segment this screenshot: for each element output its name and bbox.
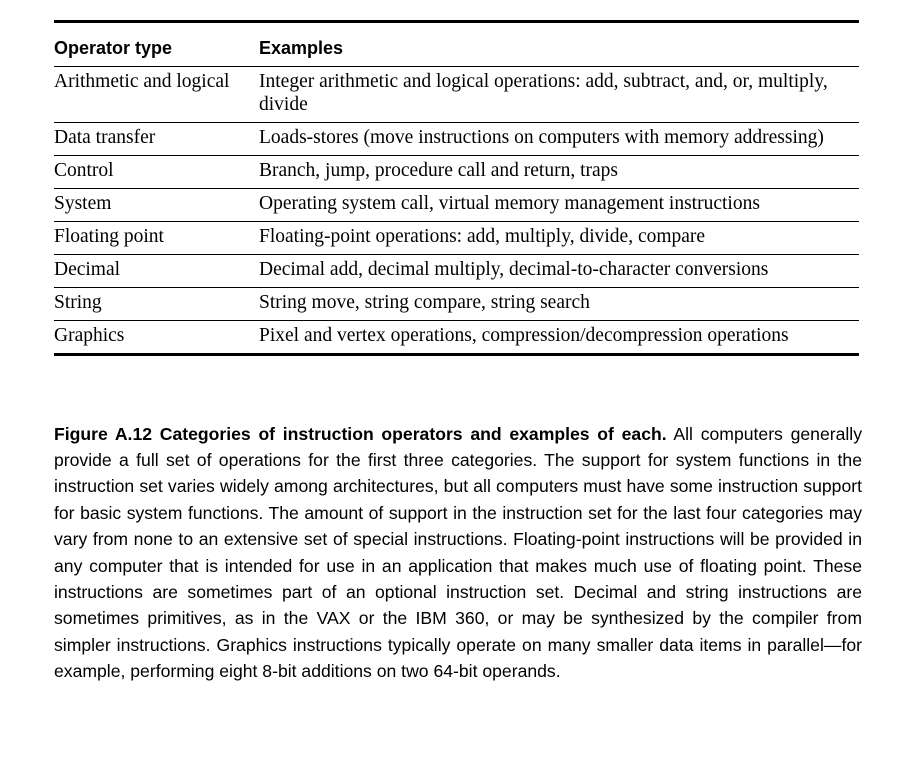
operator-table-container: Operator type Examples Arithmetic and lo… (54, 20, 859, 356)
figure-caption: Figure A.12 Categories of instruction op… (54, 421, 862, 685)
operator-type-cell: Control (54, 160, 114, 181)
table-row: Decimal Decimal add, decimal multiply, d… (54, 254, 859, 288)
table-row: Data transfer Loads-stores (move instruc… (54, 122, 859, 156)
table-header-row: Operator type Examples (54, 21, 859, 67)
operator-type-cell: Floating point (54, 226, 164, 247)
examples-cell: Branch, jump, procedure call and return,… (259, 160, 618, 181)
table-row: String String move, string compare, stri… (54, 287, 859, 321)
examples-cell: Operating system call, virtual memory ma… (259, 193, 760, 214)
operator-type-cell: Data transfer (54, 127, 156, 148)
operator-type-cell: System (54, 193, 112, 214)
figure-caption-label: Figure A.12 Categories of instruction op… (54, 423, 667, 444)
examples-cell: Loads-stores (move instructions on compu… (259, 127, 824, 148)
operator-type-cell: Graphics (54, 325, 125, 346)
header-operator-type: Operator type (54, 38, 173, 58)
examples-cell: Floating-point operations: add, multiply… (259, 226, 706, 247)
table-row: Control Branch, jump, procedure call and… (54, 155, 859, 189)
table-row: Graphics Pixel and vertex operations, co… (54, 320, 859, 355)
examples-cell: Decimal add, decimal multiply, decimal-t… (259, 259, 769, 280)
table-row: Arithmetic and logical Integer arithmeti… (54, 66, 859, 123)
operator-type-cell: Decimal (54, 259, 121, 280)
operator-type-cell: Arithmetic and logical (54, 71, 230, 92)
examples-cell: String move, string compare, string sear… (259, 292, 590, 313)
operator-type-cell: String (54, 292, 102, 313)
operator-table: Operator type Examples Arithmetic and lo… (54, 20, 859, 356)
header-examples: Examples (259, 38, 344, 58)
table-row: Floating point Floating-point operations… (54, 221, 859, 255)
examples-cell: Integer arithmetic and logical operation… (259, 71, 828, 115)
examples-cell: Pixel and vertex operations, compression… (259, 325, 789, 346)
figure-caption-text: All computers generally provide a full s… (54, 423, 862, 682)
table-row: System Operating system call, virtual me… (54, 188, 859, 222)
